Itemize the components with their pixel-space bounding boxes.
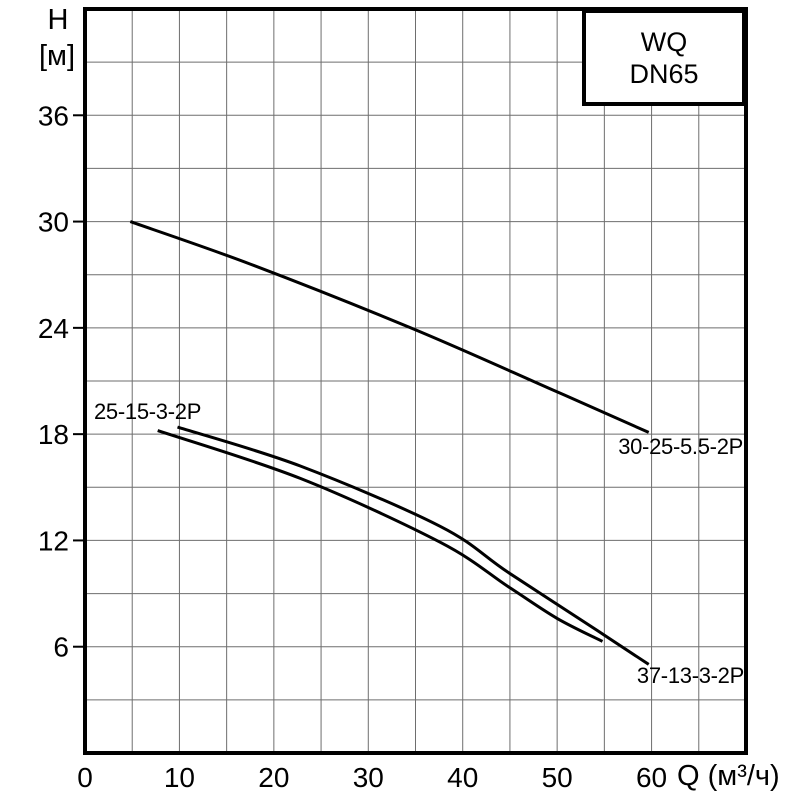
y-tick-label: 18: [38, 419, 69, 450]
y-tick-label: 12: [38, 525, 69, 556]
y-tick-label: 24: [38, 313, 69, 344]
x-tick-label: 20: [258, 762, 289, 793]
legend-pump-family: WQ: [640, 26, 688, 57]
curve-label-37-13-3-2P: 37-13-3-2P: [636, 663, 744, 688]
y-tick-label: 30: [38, 207, 69, 238]
x-tick-label: 50: [542, 762, 573, 793]
curve-label-30-25-5.5-2P: 30-25-5.5-2P: [618, 434, 743, 459]
y-tick-label: 36: [38, 100, 69, 131]
plot-border: [83, 7, 748, 755]
y-axis-unit: [м]: [38, 40, 76, 72]
curve-30-25-5.5-2P: [129, 220, 650, 434]
curve-label-25-15-3-2P: 25-15-3-2P: [94, 399, 202, 424]
curve-37-13-3-2P: [177, 425, 650, 666]
y-tick-label: 6: [53, 632, 69, 663]
x-tick-label: 0: [77, 762, 93, 793]
x-tick-label: 40: [447, 762, 478, 793]
y-axis-title: H: [47, 4, 69, 36]
curve-25-15-3-2P: [157, 429, 604, 643]
x-tick-label: 30: [353, 762, 384, 793]
x-tick-label: 60: [636, 762, 667, 793]
x-tick-label: 10: [164, 762, 195, 793]
x-axis-title: Q (м³/ч): [677, 760, 780, 792]
legend-box: WQ DN65: [582, 9, 746, 106]
legend-pump-size: DN65: [629, 58, 699, 89]
